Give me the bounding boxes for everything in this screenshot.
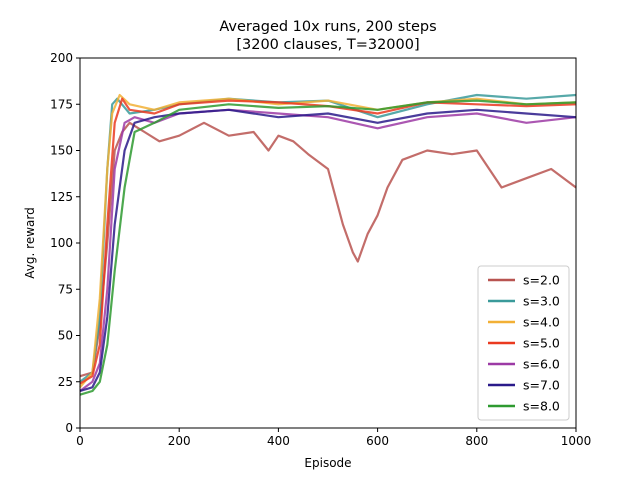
x-axis-label: Episode [304,456,351,470]
legend-label: s=6.0 [523,357,560,372]
legend-label: s=2.0 [523,273,560,288]
x-tick-label: 400 [267,434,290,448]
y-axis-label: Avg. reward [23,207,37,278]
x-tick-label: 200 [168,434,191,448]
y-tick-label: 100 [50,236,73,250]
x-tick-label: 800 [465,434,488,448]
x-tick-label: 600 [366,434,389,448]
legend: s=2.0 s=3.0 s=4.0 s=5.0 s=6.0 s=7.0 s=8.0 [477,265,570,421]
legend-label: s=8.0 [523,399,560,414]
y-tick-label: 0 [65,421,73,435]
y-tick-label: 50 [58,329,73,343]
legend-label: s=7.0 [523,378,560,393]
chart-subtitle: [3200 clauses, T=32000] [236,37,419,53]
y-tick-label: 200 [50,51,73,65]
y-tick-label: 75 [58,282,73,296]
x-tick-label: 0 [76,434,84,448]
x-axis: 0 200 400 600 800 1000 [76,428,591,448]
y-tick-label: 125 [50,190,73,204]
chart-title: Averaged 10x runs, 200 steps [219,19,436,35]
legend-label: s=3.0 [523,294,560,309]
y-axis: 0 25 50 75 100 125 150 175 200 [50,51,80,435]
series-line-4 [79,97,577,385]
legend-label: s=5.0 [523,336,560,351]
legend-box [477,265,570,421]
series-line-6 [79,108,577,393]
y-tick-label: 150 [50,144,73,158]
y-tick-label: 25 [58,375,73,389]
x-tick-label: 1000 [561,434,592,448]
series-layer [79,93,577,396]
legend-label: s=4.0 [523,315,560,330]
series-line-7 [79,99,577,396]
y-tick-label: 175 [50,97,73,111]
